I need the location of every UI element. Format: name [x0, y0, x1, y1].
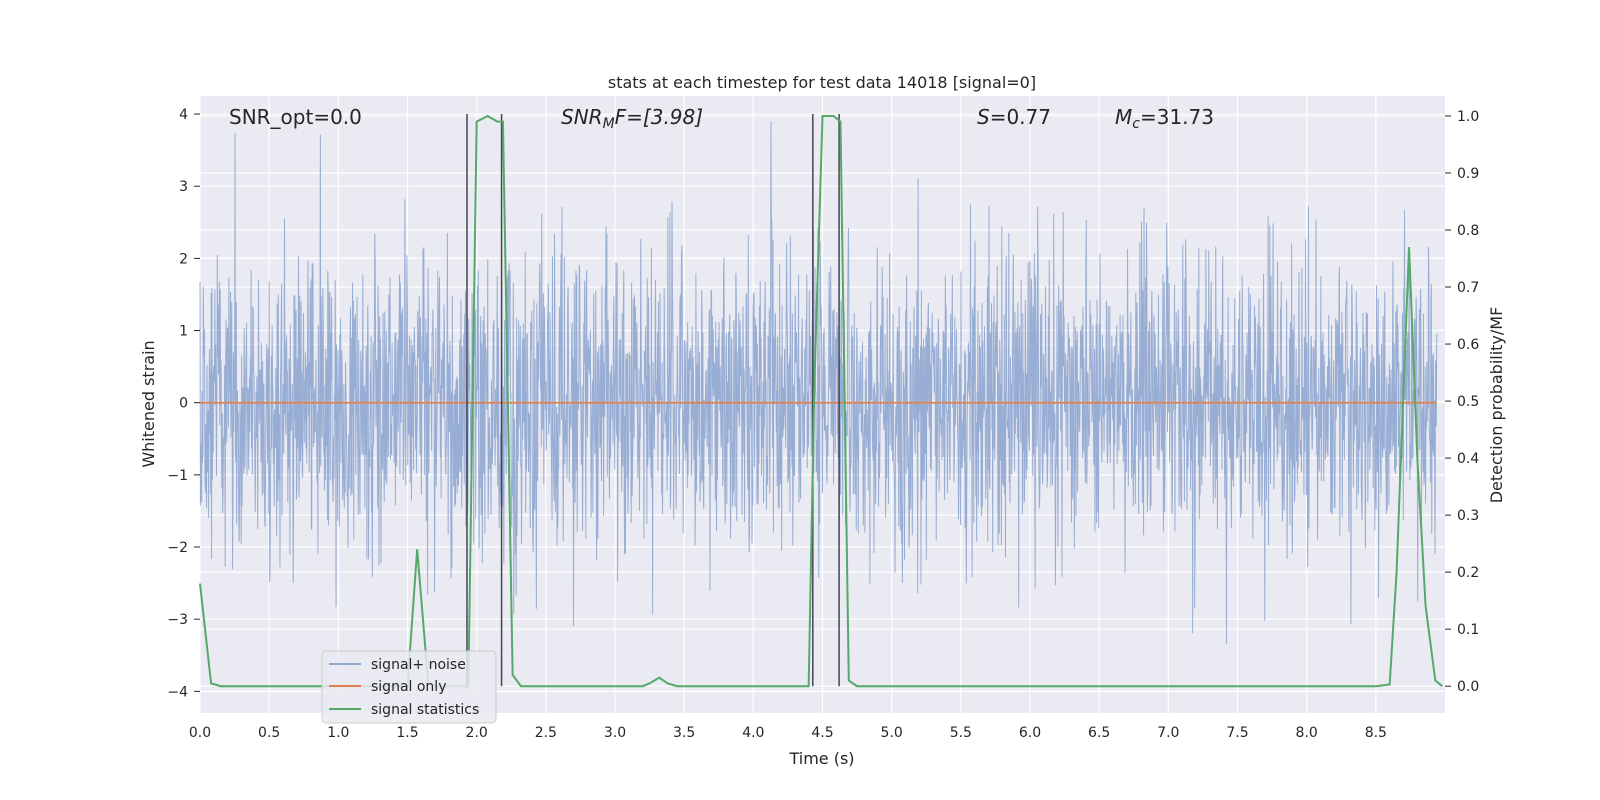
- snr-opt-annotation: SNR_opt=0.0: [229, 105, 362, 129]
- x-tick-label: 6.0: [1019, 725, 1041, 741]
- x-tick-label: 2.0: [466, 725, 488, 741]
- yr-tick-label: 0.3: [1457, 508, 1479, 524]
- legend-box: [321, 650, 497, 724]
- legend-label-signal: signal only: [371, 679, 446, 695]
- x-tick-label: 6.5: [1088, 725, 1110, 741]
- y-tick-label: 3: [179, 179, 188, 195]
- yr-tick-label: 0.1: [1457, 622, 1479, 638]
- x-axis-title: Time (s): [788, 749, 854, 768]
- mc-annotation: Mc=31.73: [1115, 105, 1214, 132]
- y-tick-label: −4: [167, 684, 188, 700]
- yr-tick-label: 0.2: [1457, 565, 1479, 581]
- x-tick-label: 2.5: [535, 725, 557, 741]
- y-tick-label: −3: [167, 612, 188, 628]
- x-tick-label: 5.5: [950, 725, 972, 741]
- yr-tick-label: 0.5: [1457, 394, 1479, 410]
- y-axis-right-title: Detection probability/MF: [1487, 307, 1506, 504]
- x-tick-label: 1.0: [327, 725, 349, 741]
- vertical-markers: [466, 113, 840, 687]
- y-axis-title: Whitened strain: [139, 340, 158, 467]
- x-tick-label: 1.5: [396, 725, 418, 741]
- chart-title: stats at each timestep for test data 140…: [608, 73, 1036, 92]
- x-tick-label: 8.0: [1296, 725, 1318, 741]
- mc-sub: c: [1132, 116, 1140, 132]
- y-tick-label: −1: [167, 468, 188, 484]
- snr-mf-annotation: SNRMF=[3.98]: [561, 105, 703, 132]
- x-tick-label: 7.5: [1226, 725, 1248, 741]
- mc-main: M: [1115, 105, 1132, 129]
- y-axis-right-ticks: 1.0 0.9 0.8 0.7 0.6 0.5 0.4 0.3 0.2 0.1 0.0: [1445, 109, 1479, 695]
- mc-rest: =31.73: [1140, 105, 1214, 129]
- x-tick-label: 8.5: [1365, 725, 1387, 741]
- yr-tick-label: 0.7: [1457, 280, 1479, 296]
- legend-label-stats: signal statistics: [371, 702, 479, 718]
- yr-tick-label: 0.8: [1457, 223, 1479, 239]
- x-axis-ticks: 0.0 0.5 1.0 1.5 2.0 2.5 3.0 3.5 4.0 4.5 5.0 5.5 6.0 6…: [189, 725, 1387, 741]
- snr-mf-main: SNR: [561, 105, 603, 129]
- y-tick-label: 1: [179, 324, 188, 340]
- legend-label-noise: signal+ noise: [371, 657, 466, 673]
- y-tick-label: 0: [179, 396, 188, 412]
- s-main: S: [977, 105, 990, 129]
- x-tick-label: 3.5: [673, 725, 695, 741]
- s-rest: =0.77: [990, 105, 1051, 129]
- snr-mf-sub: M: [603, 116, 615, 132]
- s-annotation: S=0.77: [977, 105, 1051, 129]
- yr-tick-label: 0.6: [1457, 337, 1479, 353]
- snr-mf-rest: F=[3.98]: [615, 105, 703, 129]
- x-tick-label: 0.5: [258, 725, 280, 741]
- y-tick-label: −2: [167, 540, 188, 556]
- x-tick-label: 7.0: [1157, 725, 1179, 741]
- x-tick-label: 4.5: [811, 725, 833, 741]
- x-tick-label: 4.0: [742, 725, 764, 741]
- y-tick-label: 4: [179, 107, 188, 123]
- legend: signal+ noise signal only signal statist…: [321, 650, 497, 724]
- x-tick-label: 0.0: [189, 725, 211, 741]
- yr-tick-label: 0.4: [1457, 451, 1479, 467]
- yr-tick-label: 0.9: [1457, 166, 1479, 182]
- y-axis-ticks: 4 3 2 1 0 −1 −2 −3 −4: [167, 107, 200, 700]
- yr-tick-label: 0.0: [1457, 679, 1479, 695]
- x-tick-label: 3.0: [604, 725, 626, 741]
- yr-tick-label: 1.0: [1457, 109, 1479, 125]
- y-tick-label: 2: [179, 251, 188, 267]
- x-tick-label: 5.0: [881, 725, 903, 741]
